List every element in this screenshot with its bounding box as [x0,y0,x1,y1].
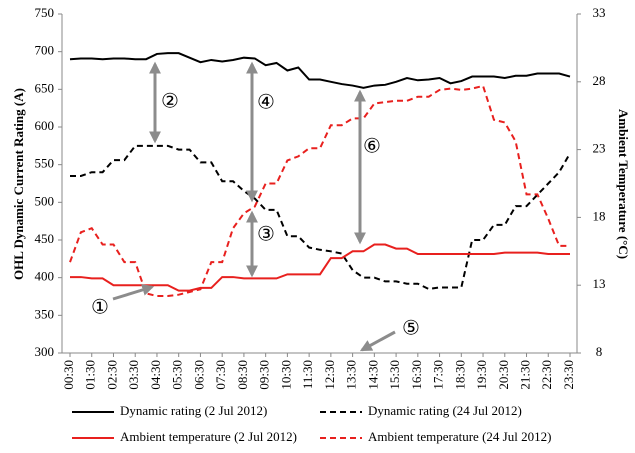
x-tick-label: 18:30 [452,360,467,390]
x-tick-label: 09:30 [257,360,272,390]
y2-tick-label: 18 [593,208,606,223]
annotation: ④ [257,92,275,114]
y2-tick-label: 23 [593,141,606,156]
annotation-arrow [112,284,155,301]
y-tick-label: 350 [35,306,55,321]
x-tick-label: 14:30 [365,360,380,390]
x-tick-label: 21:30 [518,360,533,390]
y2-axis-title: Ambient Temperature (°C) [616,109,631,259]
x-tick-label: 17:30 [431,360,446,390]
x-tick-label: 04:30 [148,360,163,390]
x-tick-label: 02:30 [104,360,119,390]
x-tick-label: 08:30 [235,360,250,390]
y-tick-label: 300 [35,344,55,359]
annotation: ⑤ [402,318,420,340]
legend-label: Dynamic rating (24 Jul 2012) [368,403,522,418]
legend-label: Ambient temperature (24 Jul 2012) [368,429,551,444]
y2-tick-label: 33 [593,5,606,20]
x-tick-label: 11:30 [300,360,315,389]
x-tick-label: 12:30 [322,360,337,390]
x-tick-label: 00:30 [61,360,76,390]
y2-tick-label: 13 [593,276,606,291]
x-tick-label: 19:30 [474,360,489,390]
annotation: ① [91,297,109,319]
y-tick-label: 650 [35,80,55,95]
annotation: ② [161,91,179,113]
series-line [70,144,571,290]
x-tick-label: 15:30 [387,360,402,390]
series-line [69,84,570,298]
x-tick-label: 07:30 [213,360,228,390]
x-tick-label: 05:30 [170,360,185,390]
series-line [70,243,570,292]
y-axis-title: OHL Dynamic Current Rating (A) [11,88,26,280]
x-tick-label: 01:30 [83,360,98,390]
x-tick-label: 13:30 [344,360,359,390]
x-tick-label: 03:30 [126,360,141,390]
x-tick-label: 16:30 [409,360,424,390]
y-tick-label: 750 [35,5,55,20]
y-tick-label: 450 [35,231,55,246]
x-tick-label: 23:30 [561,360,576,390]
annotation-arrow [359,330,396,352]
annotation: ⑥ [363,136,381,158]
series-line [69,52,571,89]
y-tick-label: 400 [35,269,55,284]
annotation: ③ [257,224,275,246]
x-tick-label: 20:30 [496,360,511,390]
y2-tick-label: 28 [593,73,606,88]
x-tick-label: 22:30 [539,360,554,390]
legend-label: Dynamic rating (2 Jul 2012) [120,403,267,418]
y-tick-label: 550 [35,156,55,171]
y-tick-label: 700 [35,43,55,58]
x-tick-label: 06:30 [191,360,206,390]
x-tick-label: 10:30 [278,360,293,390]
y-tick-label: 500 [35,193,55,208]
y-tick-label: 600 [35,118,55,133]
y2-tick-label: 8 [596,344,603,359]
legend-label: Ambient temperature (2 Jul 2012) [120,429,297,444]
